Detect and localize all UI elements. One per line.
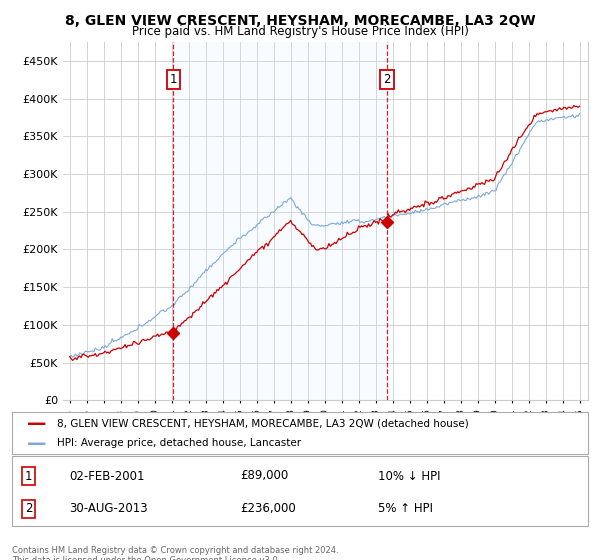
Bar xyxy=(173,42,387,400)
Text: 8, GLEN VIEW CRESCENT, HEYSHAM, MORECAMBE, LA3 2QW: 8, GLEN VIEW CRESCENT, HEYSHAM, MORECAMB… xyxy=(65,14,535,28)
Text: 1: 1 xyxy=(170,73,177,86)
Text: —: — xyxy=(27,433,46,452)
Text: 8, GLEN VIEW CRESCENT, HEYSHAM, MORECAMBE, LA3 2QW (detached house): 8, GLEN VIEW CRESCENT, HEYSHAM, MORECAMB… xyxy=(57,418,469,428)
Text: £89,000: £89,000 xyxy=(240,469,288,483)
Text: Contains HM Land Registry data © Crown copyright and database right 2024.
This d: Contains HM Land Registry data © Crown c… xyxy=(12,546,338,560)
Text: 2: 2 xyxy=(383,73,391,86)
Text: Price paid vs. HM Land Registry's House Price Index (HPI): Price paid vs. HM Land Registry's House … xyxy=(131,25,469,38)
Text: 02-FEB-2001: 02-FEB-2001 xyxy=(69,469,145,483)
Text: —: — xyxy=(27,414,46,433)
Text: 10% ↓ HPI: 10% ↓ HPI xyxy=(378,469,440,483)
Text: £236,000: £236,000 xyxy=(240,502,296,515)
Text: HPI: Average price, detached house, Lancaster: HPI: Average price, detached house, Lanc… xyxy=(57,438,301,448)
Text: 1: 1 xyxy=(25,469,32,483)
Text: 2: 2 xyxy=(25,502,32,515)
Text: 5% ↑ HPI: 5% ↑ HPI xyxy=(378,502,433,515)
Text: 30-AUG-2013: 30-AUG-2013 xyxy=(69,502,148,515)
